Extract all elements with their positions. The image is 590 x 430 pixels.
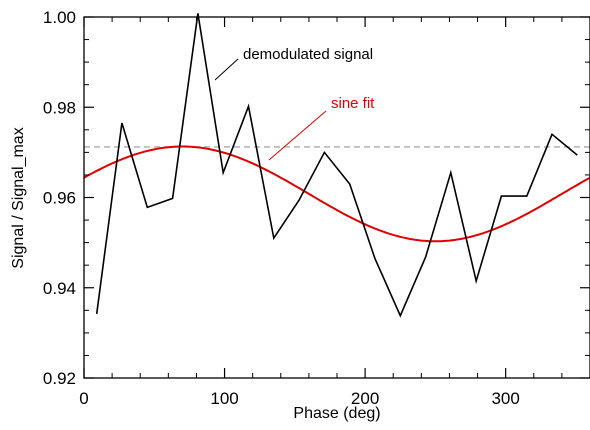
y-axis-title: Signal / Signal_max bbox=[10, 127, 27, 268]
demodulated-signal-annotation: demodulated signal bbox=[243, 46, 373, 63]
y-tick-label: 1.00 bbox=[43, 8, 76, 27]
sine-fit-pointer bbox=[268, 110, 327, 161]
x-tick-label: 200 bbox=[351, 389, 379, 408]
y-tick-label: 0.98 bbox=[43, 98, 76, 117]
y-tick-label: 0.96 bbox=[43, 189, 76, 208]
x-tick-label: 300 bbox=[491, 389, 519, 408]
x-axis-title: Phase (deg) bbox=[293, 405, 380, 422]
demodulated-signal-pointer bbox=[214, 58, 239, 81]
x-tick-label: 100 bbox=[210, 389, 238, 408]
y-tick-label: 0.92 bbox=[43, 369, 76, 388]
x-tick-label: 0 bbox=[79, 389, 88, 408]
sine-fit-annotation: sine fit bbox=[331, 95, 375, 112]
sine-fit-line bbox=[83, 145, 590, 243]
plot-frame bbox=[83, 16, 590, 379]
y-tick-label: 0.94 bbox=[43, 279, 76, 298]
demodulated-signal-line bbox=[95, 13, 578, 318]
